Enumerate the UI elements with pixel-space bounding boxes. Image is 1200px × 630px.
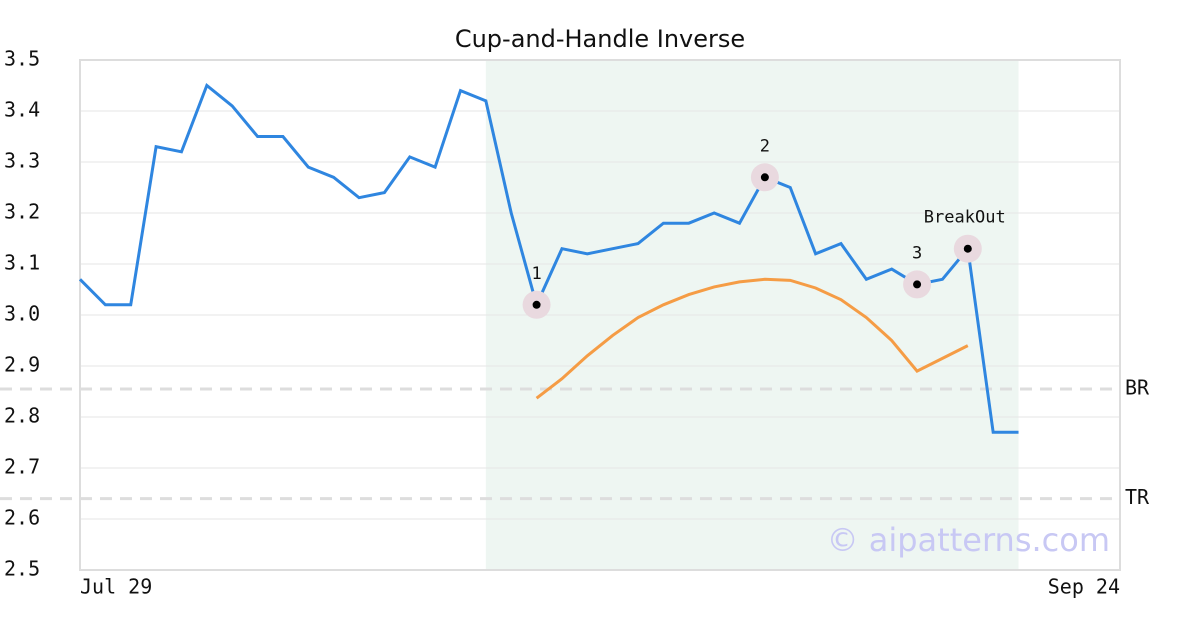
y-tick-label: 3.0	[4, 302, 40, 326]
y-tick-label: 2.8	[4, 404, 40, 428]
y-tick-label: 3.1	[4, 251, 40, 275]
annotation-label: 2	[760, 136, 770, 156]
watermark: © aipatterns.com	[827, 521, 1110, 559]
y-tick-label: 3.3	[4, 149, 40, 173]
y-tick-label: 2.6	[4, 506, 40, 530]
annotation-dot	[963, 244, 972, 253]
y-tick-label: 3.5	[4, 47, 40, 71]
annotation-label: 1	[531, 264, 541, 284]
series-line	[535, 277, 969, 400]
chart-title: Cup-and-Handle Inverse	[455, 25, 745, 53]
plot-frame	[79, 59, 1121, 571]
y-tick-label: 2.5	[4, 557, 40, 581]
series-line	[78, 83, 1019, 434]
y-tick-label: 2.7	[4, 455, 40, 479]
y-tick-label: 2.9	[4, 353, 40, 377]
annotation-dot	[532, 300, 541, 309]
annotation-dot	[760, 173, 769, 182]
annotation-label: BreakOut	[924, 208, 1006, 228]
annotation-dot	[913, 280, 922, 289]
y-tick-label: 3.2	[4, 200, 40, 224]
x-tick-label: Sep 24	[1048, 575, 1120, 599]
x-tick-label: Jul 29	[80, 575, 152, 599]
annotation-label: 3	[912, 243, 922, 263]
y-tick-label: 3.4	[4, 98, 40, 122]
level-label: TR	[1125, 485, 1150, 509]
level-label: BR	[1125, 375, 1150, 399]
